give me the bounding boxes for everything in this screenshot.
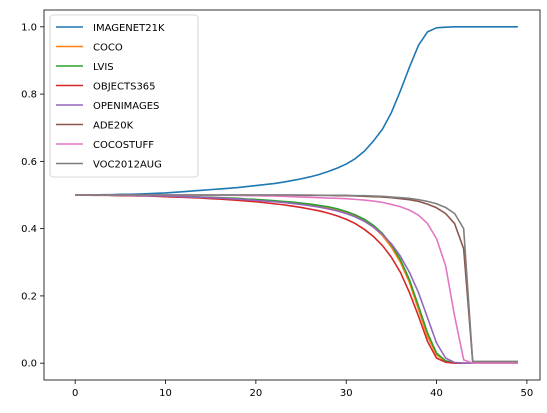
y-tick-label: 0.0	[21, 359, 37, 370]
y-axis: 0.0 0.2 0.4 0.6 0.8 1.0	[21, 22, 44, 370]
y-tick-label: 0.2	[21, 291, 37, 302]
legend-label: VOC2012AUG	[93, 160, 162, 171]
legend-label: COCOSTUFF	[93, 140, 154, 151]
x-axis: 0 10 20 30 40 50	[72, 380, 533, 399]
x-tick-label: 40	[430, 388, 443, 399]
legend-label: IMAGENET21K	[93, 23, 165, 34]
x-tick-label: 30	[340, 388, 353, 399]
y-tick-label: 1.0	[21, 22, 37, 33]
legend-label: COCO	[93, 43, 123, 54]
legend-label: OPENIMAGES	[93, 101, 159, 112]
plot-frame	[43, 9, 541, 381]
x-tick-label: 50	[521, 388, 534, 399]
y-tick-label: 0.6	[21, 157, 37, 168]
legend: IMAGENET21K COCO LVIS OBJECTS365 OPENIMAGES A…	[49, 14, 199, 178]
y-tick-label: 0.8	[21, 90, 37, 101]
series-line-imagenet21k	[75, 26, 518, 196]
legend-box	[49, 14, 199, 178]
series-line-voc2012aug	[75, 194, 518, 363]
legend-label: OBJECTS365	[93, 82, 156, 93]
x-tick-label: 20	[249, 388, 262, 399]
series-layer	[75, 26, 518, 364]
x-tick-label: 0	[72, 388, 78, 399]
y-tick-label: 0.4	[21, 224, 37, 235]
legend-label: LVIS	[93, 62, 114, 73]
x-tick-label: 10	[159, 388, 172, 399]
legend-label: ADE20K	[93, 121, 134, 132]
